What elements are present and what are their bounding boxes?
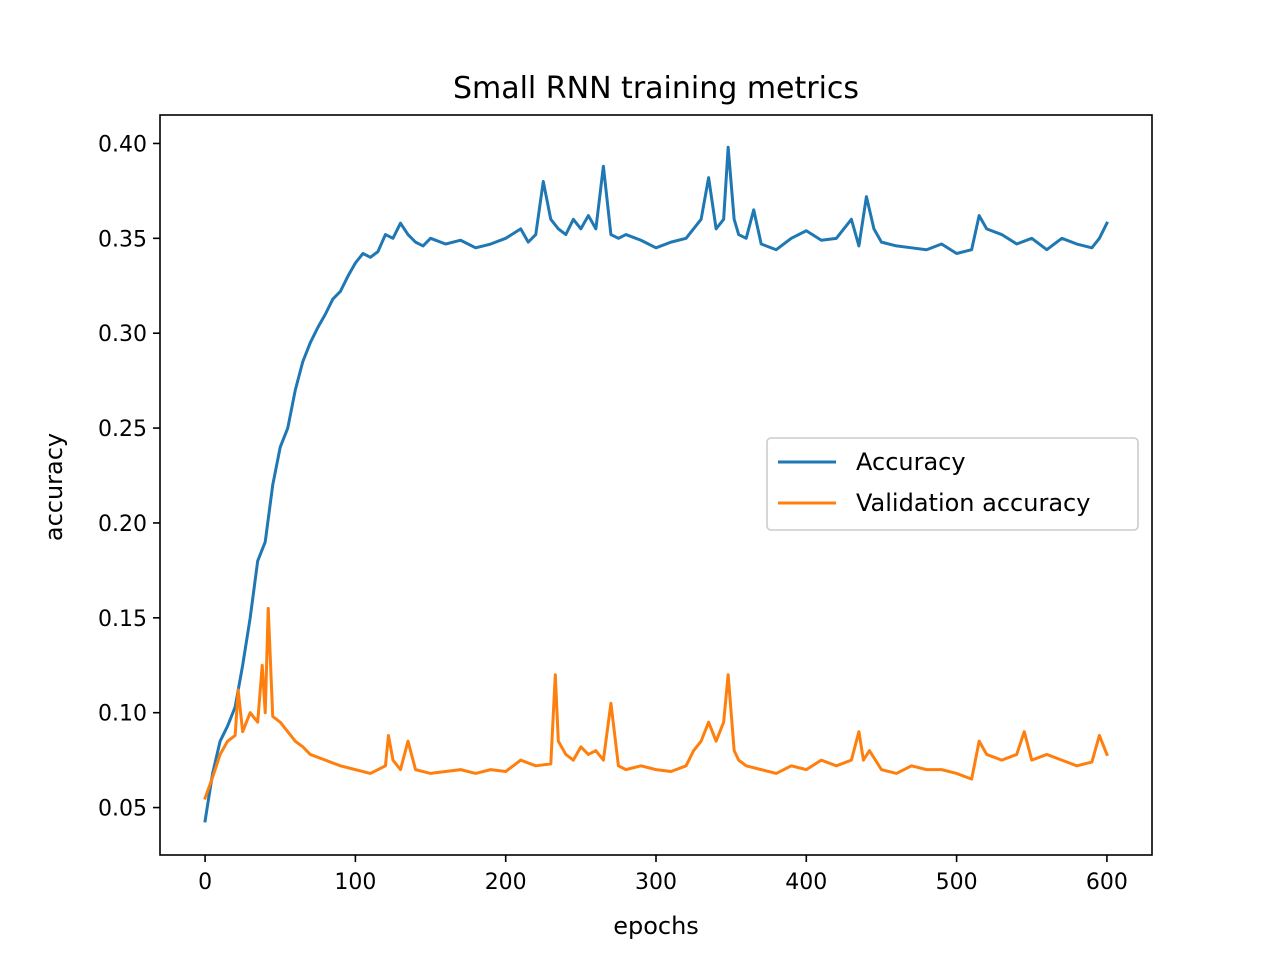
y-tick-label: 0.40: [98, 132, 147, 157]
y-tick-label: 0.05: [98, 797, 147, 822]
x-tick-label: 500: [936, 870, 978, 895]
y-tick-label: 0.35: [98, 227, 147, 252]
x-tick-label: 100: [334, 870, 376, 895]
y-tick-label: 0.25: [98, 417, 147, 442]
y-tick-label: 0.10: [98, 702, 147, 727]
y-tick-label: 0.20: [98, 512, 147, 537]
x-tick-label: 600: [1086, 870, 1128, 895]
legend-box: [766, 437, 1139, 531]
legend-label: Accuracy: [856, 448, 966, 476]
series-line-validation-accuracy: [203, 606, 1109, 800]
x-tick-label: 300: [635, 870, 677, 895]
legend-label: Validation accuracy: [856, 489, 1090, 517]
x-tick-label: 0: [198, 870, 212, 895]
y-tick-label: 0.15: [98, 607, 147, 632]
x-tick-label: 400: [785, 870, 827, 895]
y-tick-label: 0.30: [98, 322, 147, 347]
series-line-accuracy: [203, 145, 1109, 823]
axis-ticks: 0 100 200 300 400 500 600 0.05 0.10 0.15 0.20 0.25 0…: [98, 132, 1128, 895]
x-tick-label: 200: [485, 870, 527, 895]
x-axis-label: epochs: [613, 912, 699, 940]
y-axis-label: accuracy: [40, 433, 68, 541]
legend: Accuracy Validation accuracy: [766, 437, 1139, 531]
chart-title: Small RNN training metrics: [453, 71, 859, 106]
